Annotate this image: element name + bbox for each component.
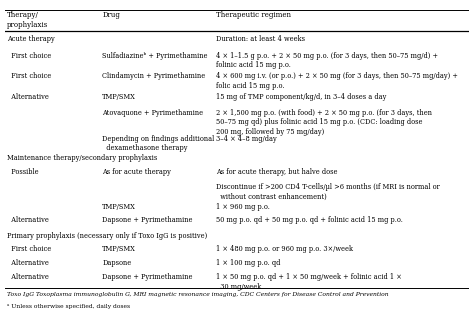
Text: 50 mg p.o. qd + 50 mg p.o. qd + folinic acid 15 mg p.o.: 50 mg p.o. qd + 50 mg p.o. qd + folinic … — [216, 216, 403, 224]
Text: TMP/SMX: TMP/SMX — [102, 203, 136, 211]
Text: Alternative: Alternative — [7, 93, 49, 101]
Text: 3–4 × 4–8 mg/day: 3–4 × 4–8 mg/day — [216, 135, 277, 143]
Text: Alternative: Alternative — [7, 216, 49, 224]
Text: Therapeutic regimen: Therapeutic regimen — [216, 11, 291, 19]
Text: 1 × 50 mg p.o. qd + 1 × 50 mg/week + folinic acid 1 ×
  30 mg/week: 1 × 50 mg p.o. qd + 1 × 50 mg/week + fol… — [216, 273, 402, 290]
Text: Drug: Drug — [102, 11, 120, 19]
Text: Dapsone + Pyrimethamine: Dapsone + Pyrimethamine — [102, 273, 193, 281]
Text: As for acute therapy: As for acute therapy — [102, 168, 171, 176]
Text: First choice: First choice — [7, 245, 51, 254]
Text: Alternative: Alternative — [7, 273, 49, 281]
Text: TMP/SMX: TMP/SMX — [102, 245, 136, 254]
Text: Alternative: Alternative — [7, 259, 49, 267]
Text: First choice: First choice — [7, 52, 51, 59]
Text: 4 × 600 mg i.v. (or p.o.) + 2 × 50 mg (for 3 days, then 50–75 mg/day) +
folic ac: 4 × 600 mg i.v. (or p.o.) + 2 × 50 mg (f… — [216, 72, 458, 90]
Text: 2 × 1,500 mg p.o. (with food) + 2 × 50 mg p.o. (for 3 days, then
50–75 mg qd) pl: 2 × 1,500 mg p.o. (with food) + 2 × 50 m… — [216, 109, 432, 136]
Text: Atovaquone + Pyrimethamine: Atovaquone + Pyrimethamine — [102, 109, 203, 117]
Text: 15 mg of TMP component/kg/d, in 3–4 doses a day: 15 mg of TMP component/kg/d, in 3–4 dose… — [216, 93, 386, 101]
Text: Primary prophylaxis (necessary only if Toxo IgG is positive): Primary prophylaxis (necessary only if T… — [7, 232, 207, 240]
Text: 4 × 1–1.5 g p.o. + 2 × 50 mg p.o. (for 3 days, then 50–75 mg/d) +
folinic acid 1: 4 × 1–1.5 g p.o. + 2 × 50 mg p.o. (for 3… — [216, 52, 438, 69]
Text: Duration: at least 4 weeks: Duration: at least 4 weeks — [216, 35, 305, 43]
Text: 1 × 960 mg p.o.: 1 × 960 mg p.o. — [216, 203, 270, 211]
Text: TMP/SMX: TMP/SMX — [102, 93, 136, 101]
Text: Therapy/
prophylaxis: Therapy/ prophylaxis — [7, 11, 48, 29]
Text: 1 × 100 mg p.o. qd: 1 × 100 mg p.o. qd — [216, 259, 281, 267]
Text: Depending on findings additional
  dexamethasone therapy: Depending on findings additional dexamet… — [102, 135, 215, 152]
Text: Acute therapy: Acute therapy — [7, 35, 55, 43]
Text: Discontinue if >200 CD4 T-cells/µl >6 months (if MRI is normal or
  without cont: Discontinue if >200 CD4 T-cells/µl >6 mo… — [216, 183, 440, 201]
Text: As for acute therapy, but halve dose: As for acute therapy, but halve dose — [216, 168, 337, 176]
Text: Sulfadiazineᵇ + Pyrimethamine: Sulfadiazineᵇ + Pyrimethamine — [102, 52, 208, 59]
Text: 1 × 480 mg p.o. or 960 mg p.o. 3×/week: 1 × 480 mg p.o. or 960 mg p.o. 3×/week — [216, 245, 353, 254]
Text: Toxo IgG Toxoplasma immunoglobulin G, MRI magnetic resonance imaging, CDC Center: Toxo IgG Toxoplasma immunoglobulin G, MR… — [7, 292, 389, 297]
Text: Dapsone: Dapsone — [102, 259, 132, 267]
Text: Clindamycin + Pyrimethamine: Clindamycin + Pyrimethamine — [102, 72, 206, 80]
Text: First choice: First choice — [7, 72, 51, 80]
Text: ᵃ Unless otherwise specified, daily doses: ᵃ Unless otherwise specified, daily dose… — [7, 304, 130, 309]
Text: Maintenance therapy/secondary prophylaxis: Maintenance therapy/secondary prophylaxi… — [7, 154, 157, 162]
Text: Dapsone + Pyrimethamine: Dapsone + Pyrimethamine — [102, 216, 193, 224]
Text: Possible: Possible — [7, 168, 39, 176]
